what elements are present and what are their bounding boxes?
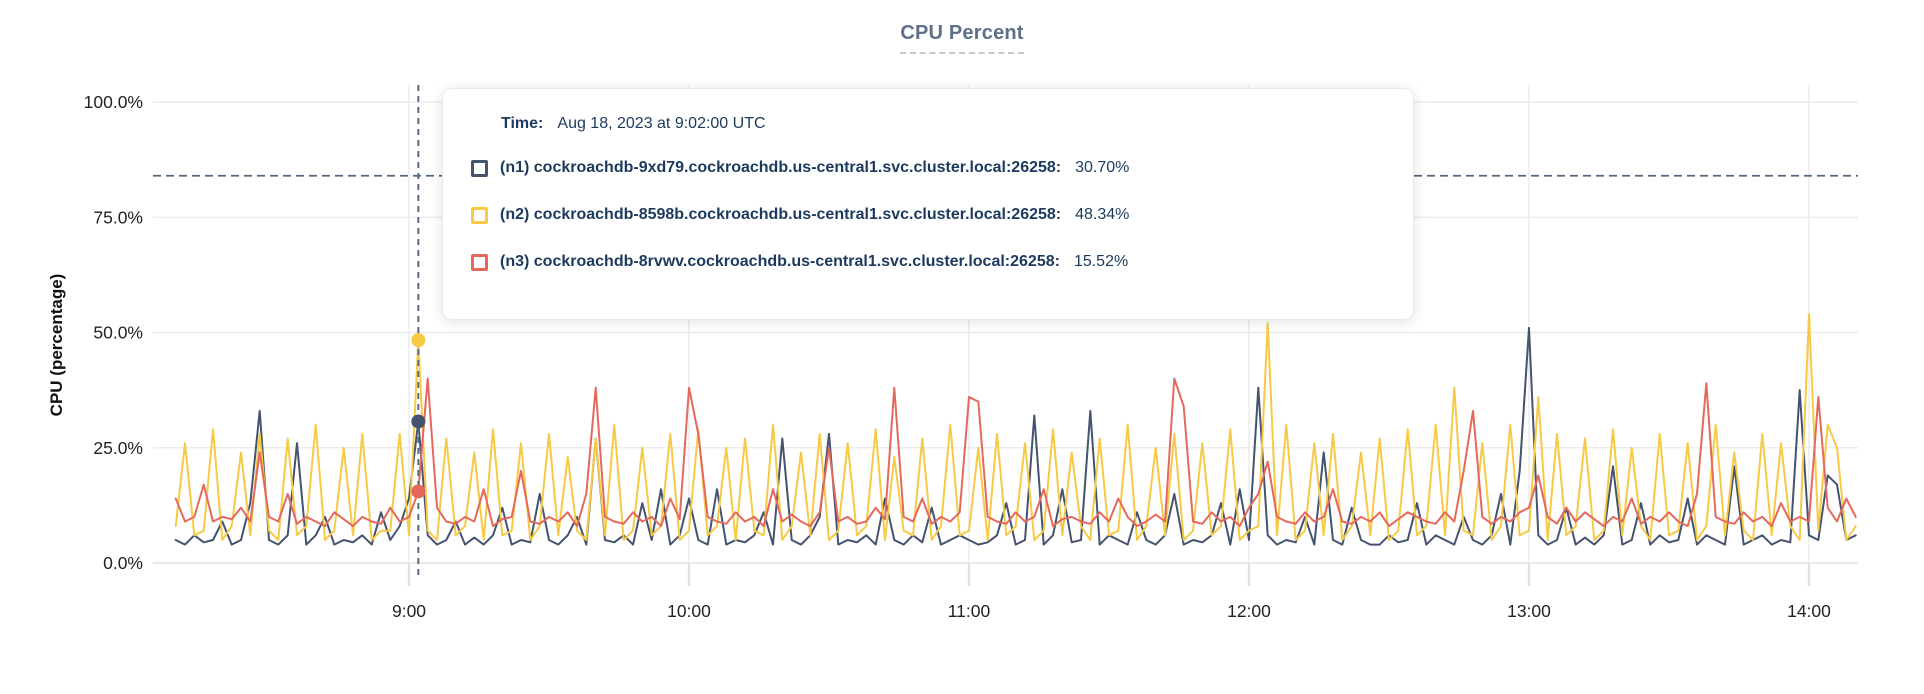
tooltip-time-row: Time: Aug 18, 2023 at 9:02:00 UTC: [501, 115, 1385, 133]
x-tick-label-13:00: 13:00: [1507, 601, 1551, 621]
series-line-n1: [174, 326, 1857, 546]
y-tick-label-0: 0.0%: [103, 553, 143, 573]
tooltip-series-row-n2: (n2) cockroachdb-8598b.cockroachdb.us-ce…: [471, 200, 1385, 230]
tooltip-series-label: (n2) cockroachdb-8598b.cockroachdb.us-ce…: [500, 206, 1062, 223]
chart-title[interactable]: CPU Percent: [900, 22, 1024, 54]
y-tick-label-75: 75.0%: [93, 207, 143, 227]
tooltip-rows: (n1) cockroachdb-9xd79.cockroachdb.us-ce…: [471, 153, 1385, 277]
tooltip-series-label: (n1) cockroachdb-9xd79.cockroachdb.us-ce…: [500, 159, 1062, 176]
tooltip-series-row-n1: (n1) cockroachdb-9xd79.cockroachdb.us-ce…: [471, 153, 1385, 183]
y-tick-label-100: 100.0%: [84, 92, 143, 112]
series-swatch-icon: [471, 159, 488, 177]
hover-dot-n2: [411, 333, 426, 348]
tooltip-series-label: (n3) cockroachdb-8rvwv.cockroachdb.us-ce…: [500, 253, 1060, 270]
hover-tooltip: Time: Aug 18, 2023 at 9:02:00 UTC (n1) co…: [442, 88, 1414, 320]
series-line-n3: [174, 377, 1857, 528]
tooltip-series-value: 30.70%: [1075, 159, 1130, 176]
x-tick-label-9:00: 9:00: [392, 601, 426, 621]
chart-title-wrap: CPU Percent: [0, 22, 1924, 54]
y-axis-title: CPU (percentage): [47, 274, 66, 417]
tooltip-series-value: 48.34%: [1075, 206, 1130, 223]
hover-dot-n1: [411, 414, 426, 429]
y-tick-label-25: 25.0%: [93, 438, 143, 458]
hover-dot-n3: [411, 484, 426, 499]
tooltip-series-row-n3: (n3) cockroachdb-8rvwv.cockroachdb.us-ce…: [471, 247, 1385, 277]
tooltip-time-value: Aug 18, 2023 at 9:02:00 UTC: [557, 115, 766, 132]
y-tick-label-50: 50.0%: [93, 323, 143, 343]
series-swatch-icon: [471, 206, 488, 224]
x-tick-label-11:00: 11:00: [948, 601, 991, 621]
x-tick-label-10:00: 10:00: [667, 601, 711, 621]
x-tick-label-14:00: 14:00: [1787, 601, 1831, 621]
tooltip-time-label: Time:: [501, 115, 544, 132]
series-swatch-icon: [471, 253, 488, 271]
x-tick-label-12:00: 12:00: [1227, 601, 1271, 621]
tooltip-series-value: 15.52%: [1073, 253, 1129, 270]
series-line-n2: [174, 313, 1857, 541]
